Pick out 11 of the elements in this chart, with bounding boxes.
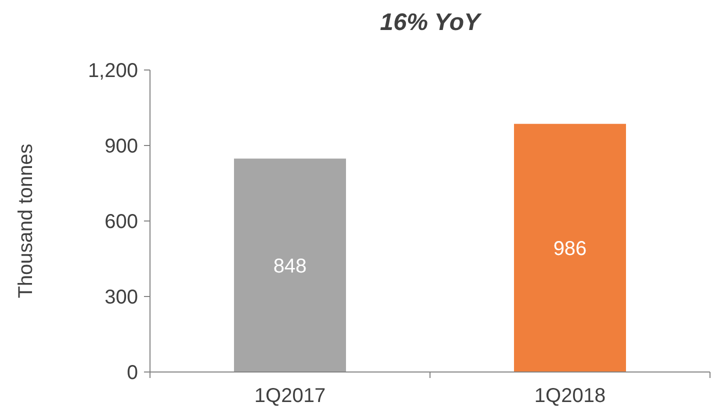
y-tick-label: 900: [104, 136, 138, 158]
chart-title: 16% YoY: [380, 9, 482, 36]
y-tick-label: 300: [104, 286, 138, 308]
x-tick-label: 1Q2018: [534, 385, 606, 407]
y-axis-title: Thousand tonnes: [15, 144, 37, 298]
data-label: 986: [553, 238, 587, 260]
x-tick-label: 1Q2017: [254, 385, 326, 407]
y-tick-label: 1,200: [88, 60, 138, 82]
y-tick-label: 0: [126, 362, 138, 384]
y-tick-label: 600: [104, 211, 138, 233]
data-label: 848: [273, 255, 307, 278]
